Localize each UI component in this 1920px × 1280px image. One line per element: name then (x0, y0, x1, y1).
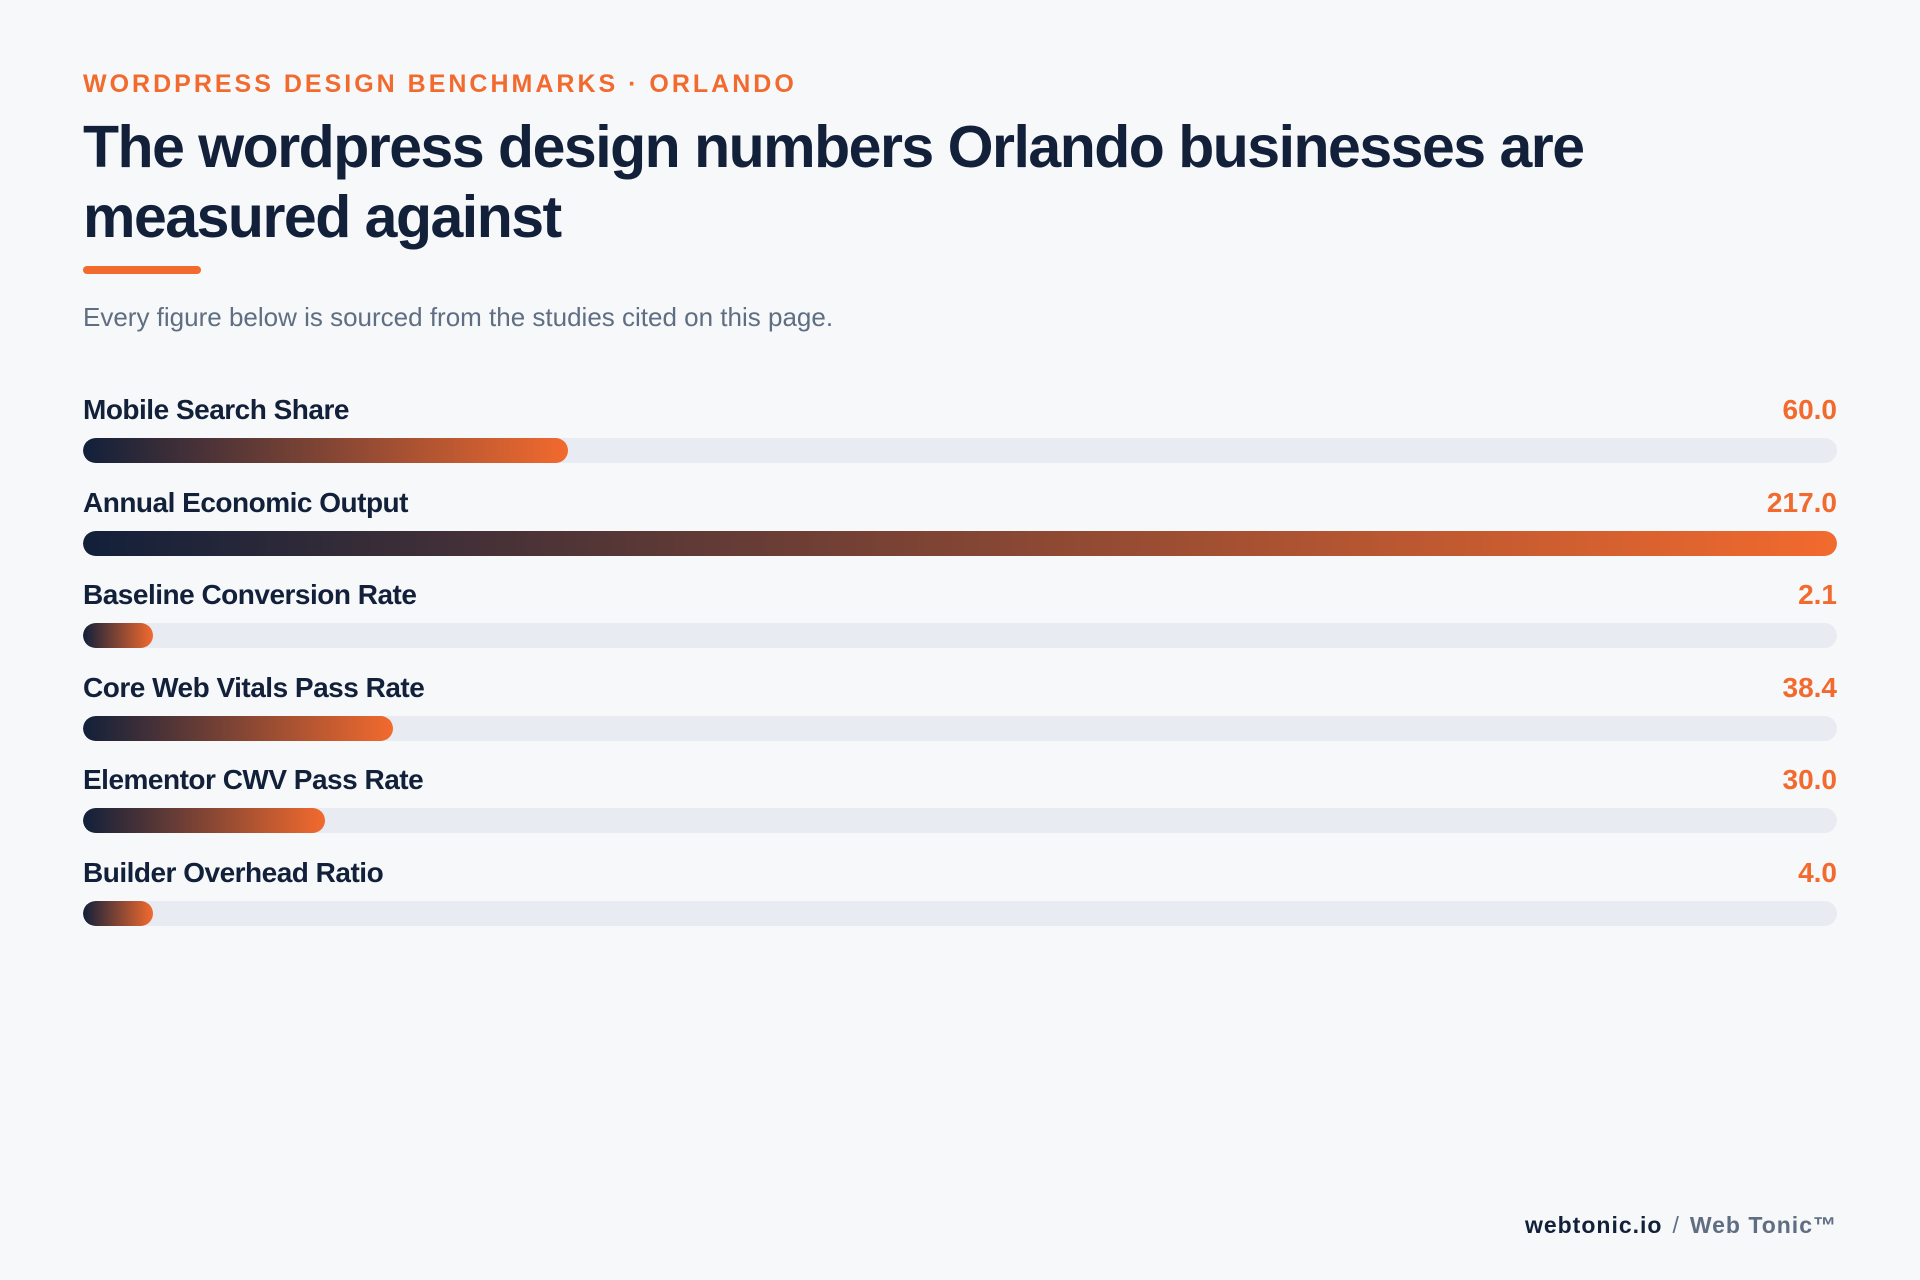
bar-label: Mobile Search Share (83, 394, 349, 425)
bar (83, 808, 325, 833)
bar-value-label: 38.4 (1782, 672, 1838, 703)
bar-row: Builder Overhead Ratio 4.0 (83, 853, 1837, 933)
bar-row: Core Web Vitals Pass Rate 38.4 (83, 668, 1837, 748)
bar-value-label: 4.0 (1798, 857, 1837, 888)
page-subtitle: Every figure below is sourced from the s… (83, 302, 834, 332)
footer-brand: Web Tonic™ (1689, 1212, 1837, 1238)
bar (83, 531, 1837, 556)
page-title: The wordpress design numbers Orlando bus… (83, 114, 1585, 250)
bar (83, 901, 153, 926)
bar-track (83, 716, 1837, 741)
bar-row: Baseline Conversion Rate 2.1 (83, 575, 1837, 655)
eyebrow: WORDPRESS DESIGN BENCHMARKS · ORLANDO (83, 70, 797, 98)
bar-value-label: 60.0 (1782, 394, 1838, 425)
bar-track (83, 808, 1837, 833)
bar-track (83, 438, 1837, 463)
bar-label: Builder Overhead Ratio (83, 857, 384, 888)
bar-track (83, 901, 1837, 926)
page: WORDPRESS DESIGN BENCHMARKS · ORLANDO Th… (83, 0, 1837, 1280)
title-underline (83, 266, 201, 274)
bar-row: Annual Economic Output 217.0 (83, 483, 1837, 563)
footer-separator: / (1672, 1212, 1680, 1238)
bar-value-label: 2.1 (1798, 579, 1837, 610)
bar (83, 438, 568, 463)
bar-track (83, 623, 1837, 648)
bar-label: Annual Economic Output (83, 487, 409, 518)
bar-value-label: 30.0 (1782, 764, 1838, 795)
footer-domain[interactable]: webtonic.io (1524, 1212, 1663, 1238)
bar (83, 716, 393, 741)
bar-row: Elementor CWV Pass Rate 30.0 (83, 760, 1837, 840)
bar-value-label: 217.0 (1766, 487, 1837, 518)
bar-label: Elementor CWV Pass Rate (83, 764, 424, 795)
footer: webtonic.io / Web Tonic™ (1525, 1212, 1837, 1239)
bar (83, 623, 153, 648)
bar-label: Core Web Vitals Pass Rate (83, 672, 425, 703)
bar-row: Mobile Search Share 60.0 (83, 390, 1837, 470)
bar-label: Baseline Conversion Rate (83, 579, 417, 610)
bar-track (83, 531, 1837, 556)
